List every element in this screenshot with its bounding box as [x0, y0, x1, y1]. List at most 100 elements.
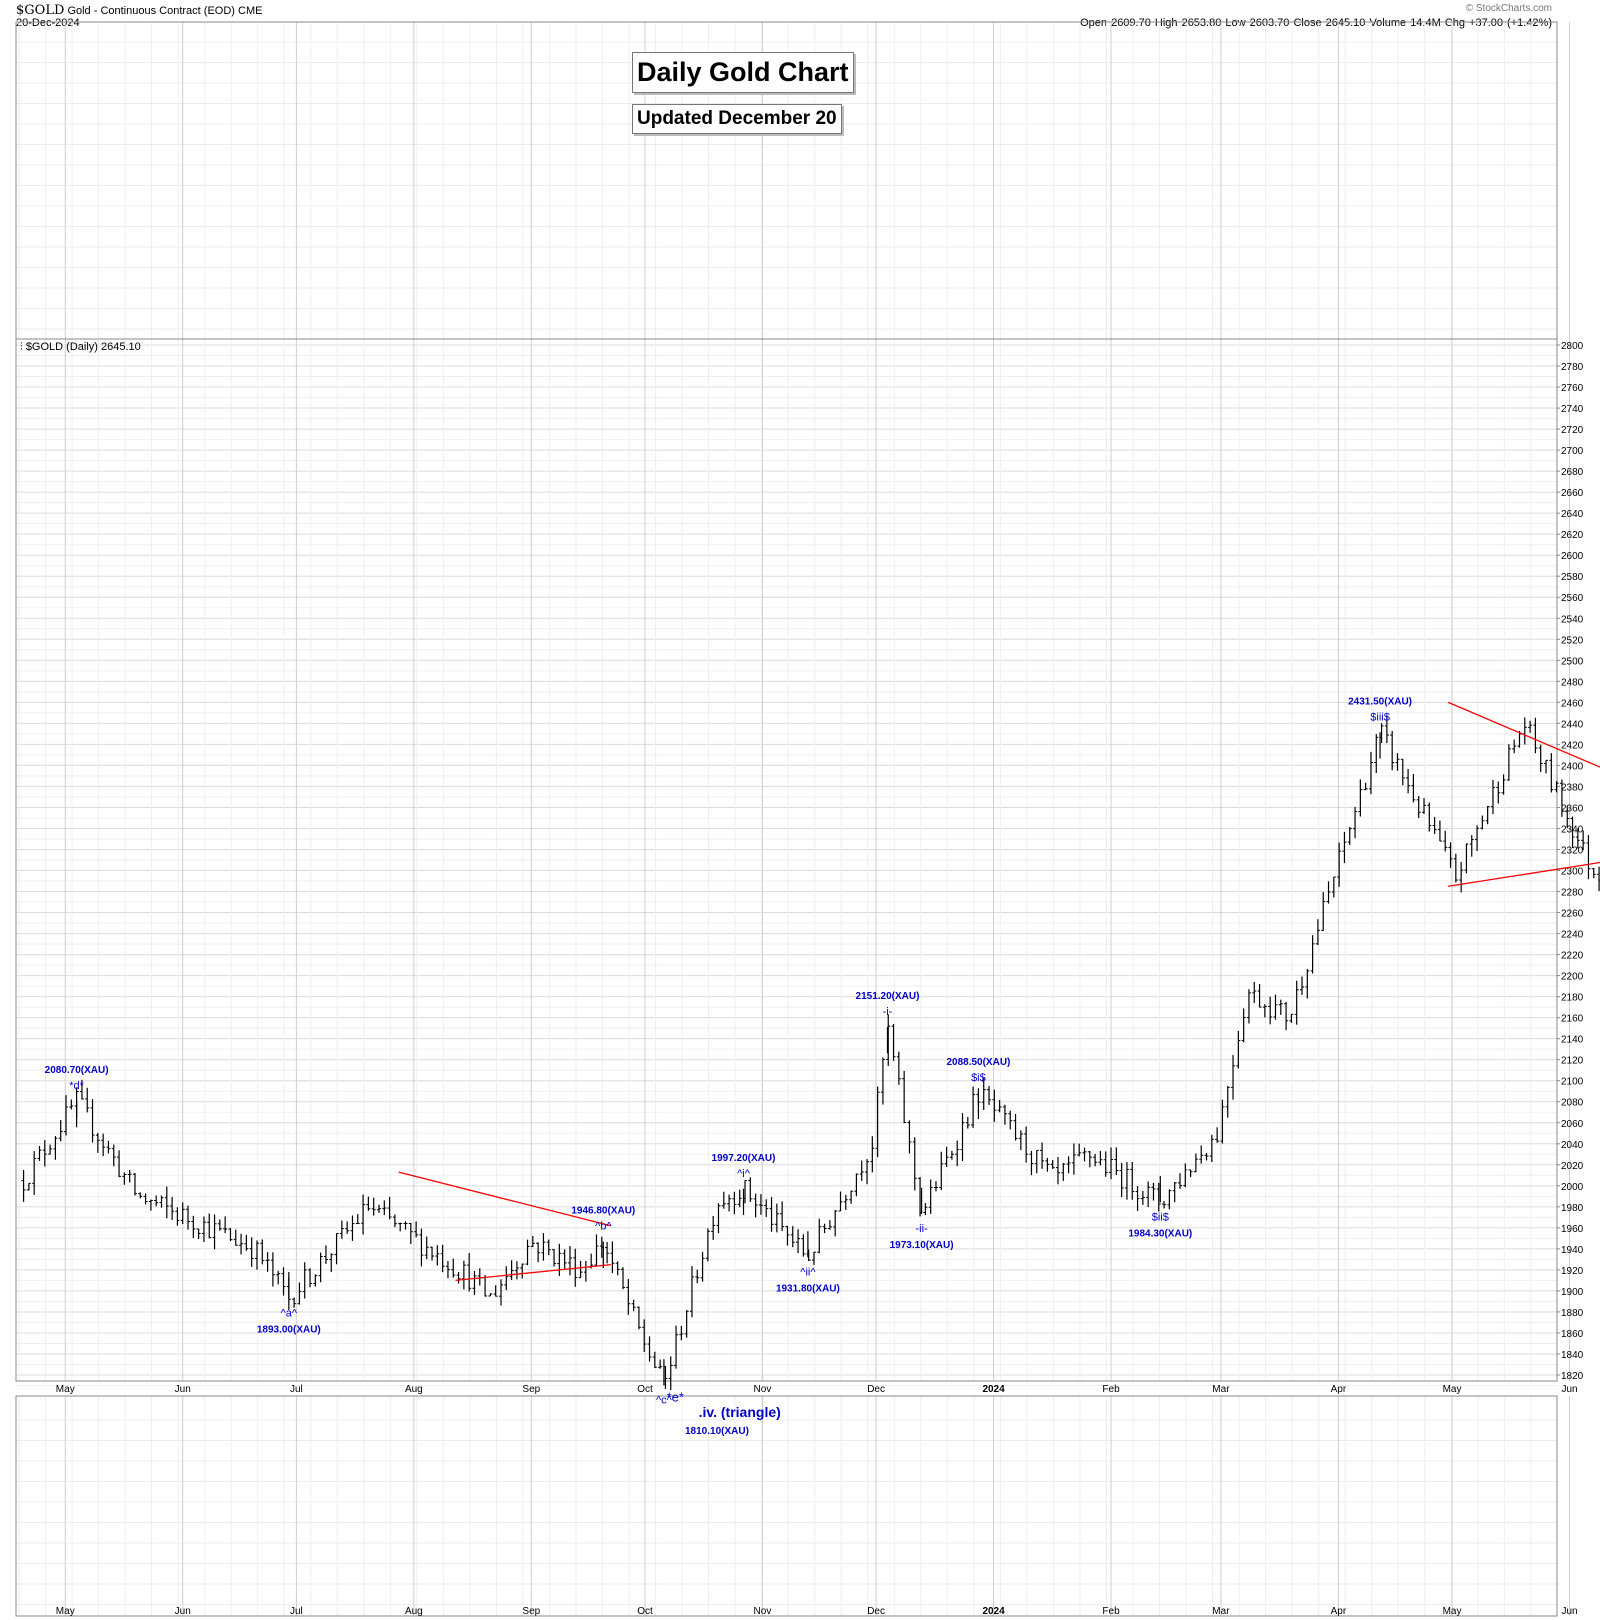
quote-line: Open 2609.70 High 2653.80 Low 2603.70 Cl…	[1080, 17, 1552, 29]
y-tick-label: 1900	[1561, 1287, 1584, 1298]
y-tick-label: 2800	[1561, 341, 1584, 352]
wave-labels: 2080.70(XAU) *d* ^a^ 1893.00(XAU) 1946.80(XA…	[45, 696, 1412, 1437]
wave-label: $ii$	[1152, 1211, 1169, 1223]
y-tick-label: 2460	[1561, 698, 1584, 709]
triangle-e-label: *e*	[667, 1389, 684, 1404]
wave-label: $iii$	[1370, 711, 1390, 723]
x-tick-label-lower: 2024	[982, 1606, 1005, 1617]
series-legend-text: $GOLD (Daily) 2645.10	[25, 341, 141, 353]
y-tick-label: 2500	[1561, 656, 1584, 667]
y-tick-label: 2760	[1561, 383, 1584, 394]
x-tick-label: Apr	[1331, 1384, 1347, 1395]
wave-value-label: 1997.20(XAU)	[712, 1153, 776, 1164]
y-tick-label: 2160	[1561, 1014, 1584, 1025]
grid	[16, 22, 1571, 1616]
wave-value-label: 1984.30(XAU)	[1128, 1228, 1192, 1239]
y-tick-label: 2440	[1561, 719, 1584, 730]
y-tick-label: 2380	[1561, 782, 1584, 793]
y-tick-label: 2020	[1561, 1161, 1584, 1172]
wave-value-label: 1931.80(XAU)	[776, 1283, 840, 1294]
triangle-upper-line-2024	[1448, 701, 1600, 768]
wave-label: -ii-	[915, 1223, 928, 1235]
y-tick-label: 2600	[1561, 551, 1584, 562]
y-tick-label: 1820	[1561, 1371, 1584, 1382]
wave-label: -i-	[883, 1006, 893, 1018]
y-tick-label: 2560	[1561, 593, 1584, 604]
x-tick-label-lower: Apr	[1331, 1606, 1347, 1617]
x-tick-label: Jun	[1561, 1384, 1577, 1395]
triangle-upper-line-2023	[398, 1171, 612, 1227]
wave-value-label: 2151.20(XAU)	[856, 991, 920, 1002]
main-panel-frame	[15, 21, 1558, 1382]
x-tick-label: Mar	[1212, 1384, 1230, 1395]
instrument-name: Gold - Continuous Contract (EOD)	[67, 5, 235, 17]
x-tick-label: Aug	[405, 1384, 423, 1395]
wave-value-label: 1973.10(XAU)	[890, 1240, 954, 1251]
y-tick-label: 2660	[1561, 488, 1584, 499]
y-tick-label: 2220	[1561, 951, 1584, 962]
wave-label: ^a^	[281, 1307, 298, 1319]
x-tick-label: May	[1443, 1384, 1462, 1395]
y-tick-label: 2140	[1561, 1035, 1584, 1046]
y-tick-label: 2620	[1561, 530, 1584, 541]
x-tick-label: 2024	[982, 1384, 1005, 1395]
y-tick-label: 2480	[1561, 677, 1584, 688]
triangle-value-label: 1810.10(XAU)	[685, 1426, 749, 1437]
wave-value-label: 2431.50(XAU)	[1348, 696, 1412, 707]
y-tick-label: 2100	[1561, 1077, 1584, 1088]
y-tick-label: 2580	[1561, 572, 1584, 583]
y-tick-label: 2320	[1561, 845, 1584, 856]
y-tick-label: 2260	[1561, 909, 1584, 920]
y-tick-label: 2640	[1561, 509, 1584, 520]
y-tick-label: 2060	[1561, 1119, 1584, 1130]
wave-value-label: 2088.50(XAU)	[946, 1057, 1010, 1068]
x-tick-label-lower: Mar	[1212, 1606, 1230, 1617]
chart-date: 20-Dec-2024	[16, 17, 80, 29]
y-tick-label: 1840	[1561, 1350, 1584, 1361]
y-tick-label: 2400	[1561, 761, 1584, 772]
chart-frame	[15, 21, 1558, 1617]
bars-legend-icon: ⫶	[20, 341, 26, 353]
y-tick-label: 2700	[1561, 446, 1584, 457]
trend-lines	[398, 701, 1600, 1282]
symbol: $GOLD	[16, 3, 65, 18]
y-tick-label: 2520	[1561, 635, 1584, 646]
x-tick-label: May	[56, 1384, 75, 1395]
y-tick-label: 2720	[1561, 425, 1584, 436]
y-tick-label: 2360	[1561, 803, 1584, 814]
y-tick-label: 2300	[1561, 867, 1584, 878]
y-tick-label: 1880	[1561, 1308, 1584, 1319]
x-tick-label-lower: Dec	[867, 1606, 885, 1617]
wave-label: $i$	[971, 1072, 986, 1084]
y-tick-label: 2000	[1561, 1182, 1584, 1193]
triangle-lower-line-2024	[1448, 861, 1600, 887]
y-tick-label: 2180	[1561, 993, 1584, 1004]
x-tick-label-lower: Sep	[522, 1606, 540, 1617]
y-tick-label: 2740	[1561, 404, 1584, 415]
x-tick-label-lower: Jul	[290, 1606, 303, 1617]
y-tick-label: 2240	[1561, 930, 1584, 941]
x-tick-label-lower: Jun	[175, 1606, 191, 1617]
x-tick-label-lower: Oct	[637, 1606, 653, 1617]
x-tick-label-lower: May	[1443, 1606, 1462, 1617]
y-tick-label: 2200	[1561, 972, 1584, 983]
x-tick-label: Sep	[522, 1384, 540, 1395]
wave-value-label: 1946.80(XAU)	[571, 1206, 635, 1217]
y-tick-label: 2040	[1561, 1140, 1584, 1151]
x-tick-label: Jul	[290, 1384, 303, 1395]
y-tick-label: 2540	[1561, 614, 1584, 625]
wave-value-label: 2080.70(XAU)	[45, 1065, 109, 1076]
lower-panel-frame	[15, 1395, 1558, 1617]
series-legend: ⫶ $GOLD (Daily) 2645.10	[20, 341, 141, 354]
y-tick-label: 1940	[1561, 1245, 1584, 1256]
y-tick-label: 2680	[1561, 467, 1584, 478]
wave-label: ^i^	[737, 1168, 751, 1180]
x-tick-label-lower: May	[56, 1606, 75, 1617]
ohlc-bars	[21, 715, 1600, 1391]
x-tick-label-lower: Feb	[1102, 1606, 1120, 1617]
chart-title: Daily Gold Chart	[632, 52, 854, 93]
x-tick-label-lower: Jun	[1561, 1606, 1577, 1617]
y-tick-label: 1920	[1561, 1266, 1584, 1277]
wave-label: ^ii^	[800, 1266, 816, 1278]
x-tick-label: Feb	[1102, 1384, 1120, 1395]
